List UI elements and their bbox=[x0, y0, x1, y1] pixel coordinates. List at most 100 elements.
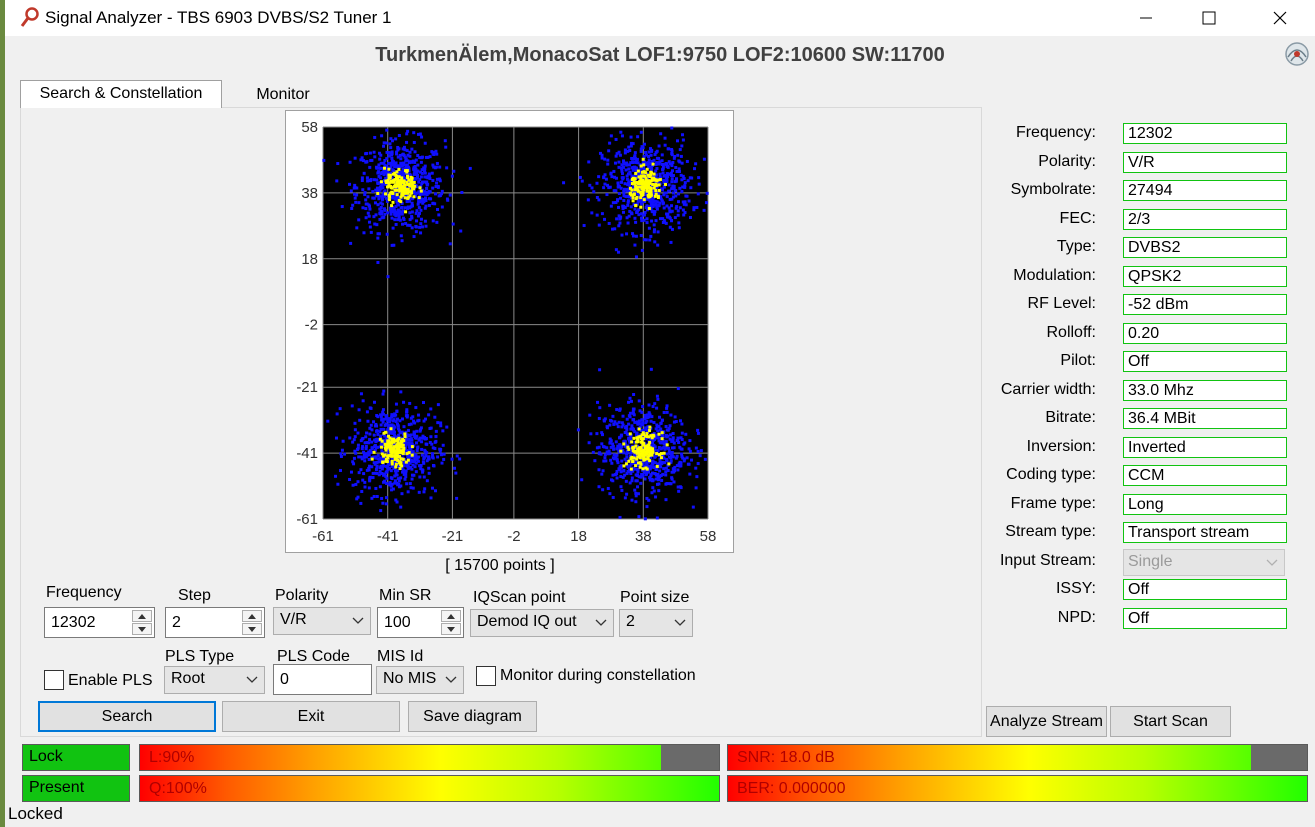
save-diagram-button[interactable]: Save diagram bbox=[408, 701, 537, 732]
scatter-point-blue bbox=[382, 389, 386, 393]
scatter-point-blue bbox=[636, 485, 640, 489]
scatter-point-yellow bbox=[641, 188, 645, 192]
scatter-point-blue bbox=[608, 185, 612, 189]
scatter-point-blue bbox=[680, 178, 684, 182]
down-arrow-icon[interactable] bbox=[132, 623, 152, 635]
min-sr-stepper[interactable] bbox=[377, 607, 464, 638]
maximize-button[interactable] bbox=[1186, 0, 1232, 36]
tab-search-constellation[interactable]: Search & Constellation bbox=[20, 80, 222, 108]
mis-id-select[interactable]: No MIS bbox=[376, 666, 464, 694]
close-button[interactable] bbox=[1257, 0, 1303, 36]
analyze-stream-button[interactable]: Analyze Stream bbox=[986, 706, 1107, 737]
scatter-point-blue bbox=[405, 414, 409, 418]
scatter-point-blue bbox=[615, 459, 619, 463]
scatter-point-blue bbox=[625, 492, 629, 496]
scatter-point-blue bbox=[412, 453, 416, 457]
minimize-button[interactable] bbox=[1123, 0, 1169, 36]
tab-monitor[interactable]: Monitor bbox=[256, 86, 310, 103]
scatter-point-blue bbox=[637, 399, 641, 403]
up-arrow-icon[interactable] bbox=[132, 610, 152, 622]
scatter-point-yellow bbox=[638, 190, 642, 194]
scatter-point-blue bbox=[586, 198, 590, 202]
scatter-point-blue bbox=[639, 130, 643, 134]
up-arrow-icon[interactable] bbox=[242, 610, 262, 622]
scatter-point-blue bbox=[609, 445, 613, 449]
scatter-point-blue bbox=[359, 158, 363, 162]
scatter-point-blue bbox=[600, 431, 604, 435]
scatter-point-blue bbox=[410, 226, 414, 230]
scatter-point-blue bbox=[365, 441, 369, 445]
scatter-point-yellow bbox=[400, 440, 404, 444]
scatter-point-blue bbox=[649, 455, 653, 459]
scatter-point-blue bbox=[597, 416, 601, 420]
step-stepper[interactable] bbox=[165, 607, 265, 638]
down-arrow-icon[interactable] bbox=[441, 623, 461, 635]
scatter-point-yellow bbox=[655, 452, 659, 456]
scatter-point-blue bbox=[420, 168, 424, 172]
down-arrow-icon[interactable] bbox=[242, 623, 262, 635]
scatter-point-yellow bbox=[402, 189, 406, 193]
scatter-point-blue bbox=[628, 481, 632, 485]
scatter-point-blue bbox=[451, 222, 455, 226]
scatter-point-blue bbox=[373, 222, 377, 226]
scatter-point-blue bbox=[665, 410, 669, 414]
scatter-point-blue bbox=[390, 482, 394, 486]
scatter-point-blue bbox=[414, 470, 418, 474]
title-bar[interactable]: Signal Analyzer - TBS 6903 DVBS/S2 Tuner… bbox=[5, 0, 1315, 36]
scatter-point-blue bbox=[667, 147, 671, 151]
frequency-stepper[interactable] bbox=[44, 607, 155, 638]
min-sr-spin-arrows[interactable] bbox=[441, 610, 461, 635]
scatter-point-blue bbox=[675, 177, 679, 181]
scatter-point-yellow bbox=[622, 442, 626, 446]
scatter-point-blue bbox=[635, 167, 639, 171]
scatter-point-blue bbox=[338, 407, 342, 411]
scatter-point-blue bbox=[676, 200, 680, 204]
scatter-point-blue bbox=[655, 394, 659, 398]
scatter-point-blue bbox=[620, 134, 624, 138]
scatter-point-blue bbox=[647, 412, 651, 416]
scatter-point-yellow bbox=[631, 459, 635, 463]
enable-pls-checkbox[interactable] bbox=[44, 670, 64, 690]
up-arrow-icon[interactable] bbox=[441, 610, 461, 622]
iqscan-select[interactable]: Demod IQ out bbox=[470, 609, 614, 637]
scatter-point-blue bbox=[392, 414, 396, 418]
scatter-point-blue bbox=[660, 159, 664, 163]
scatter-point-blue bbox=[633, 420, 637, 424]
polarity-select[interactable]: V/R bbox=[273, 607, 371, 635]
pls-code-input[interactable] bbox=[274, 665, 371, 694]
scatter-point-yellow bbox=[644, 171, 648, 175]
scatter-point-blue bbox=[641, 423, 645, 427]
scatter-point-blue bbox=[628, 149, 632, 153]
scatter-point-blue bbox=[621, 159, 625, 163]
info-label: Pilot: bbox=[1060, 352, 1096, 369]
scatter-point-yellow bbox=[645, 167, 649, 171]
scatter-point-blue bbox=[628, 172, 632, 176]
scatter-point-blue bbox=[390, 216, 394, 220]
scatter-point-blue bbox=[676, 387, 680, 391]
scatter-point-blue bbox=[631, 411, 635, 415]
scatter-point-blue bbox=[630, 469, 634, 473]
point-size-select[interactable]: 2 bbox=[619, 609, 693, 637]
start-scan-button[interactable]: Start Scan bbox=[1110, 706, 1231, 737]
step-spin-arrows[interactable] bbox=[242, 610, 262, 635]
scatter-point-blue bbox=[625, 472, 629, 476]
scatter-point-yellow bbox=[639, 196, 643, 200]
pls-code-field[interactable] bbox=[273, 664, 372, 695]
scatter-point-blue bbox=[654, 477, 658, 481]
scatter-point-blue bbox=[661, 439, 665, 443]
exit-button[interactable]: Exit bbox=[222, 701, 400, 732]
frequency-spin-arrows[interactable] bbox=[132, 610, 152, 635]
x-tick-label: -2 bbox=[507, 528, 520, 545]
monitor-constellation-checkbox[interactable] bbox=[476, 666, 496, 686]
scatter-point-blue bbox=[366, 179, 370, 183]
search-button[interactable]: Search bbox=[38, 701, 216, 732]
scatter-point-yellow bbox=[388, 441, 392, 445]
scatter-point-blue bbox=[670, 148, 674, 152]
scatter-point-yellow bbox=[394, 183, 398, 187]
scatter-point-blue bbox=[422, 457, 426, 461]
scatter-point-blue bbox=[406, 428, 410, 432]
scatter-point-blue bbox=[357, 201, 361, 205]
quality-meter-text: Q:100% bbox=[149, 780, 207, 797]
pls-type-select[interactable]: Root bbox=[164, 666, 265, 694]
scatter-point-yellow bbox=[648, 440, 652, 444]
